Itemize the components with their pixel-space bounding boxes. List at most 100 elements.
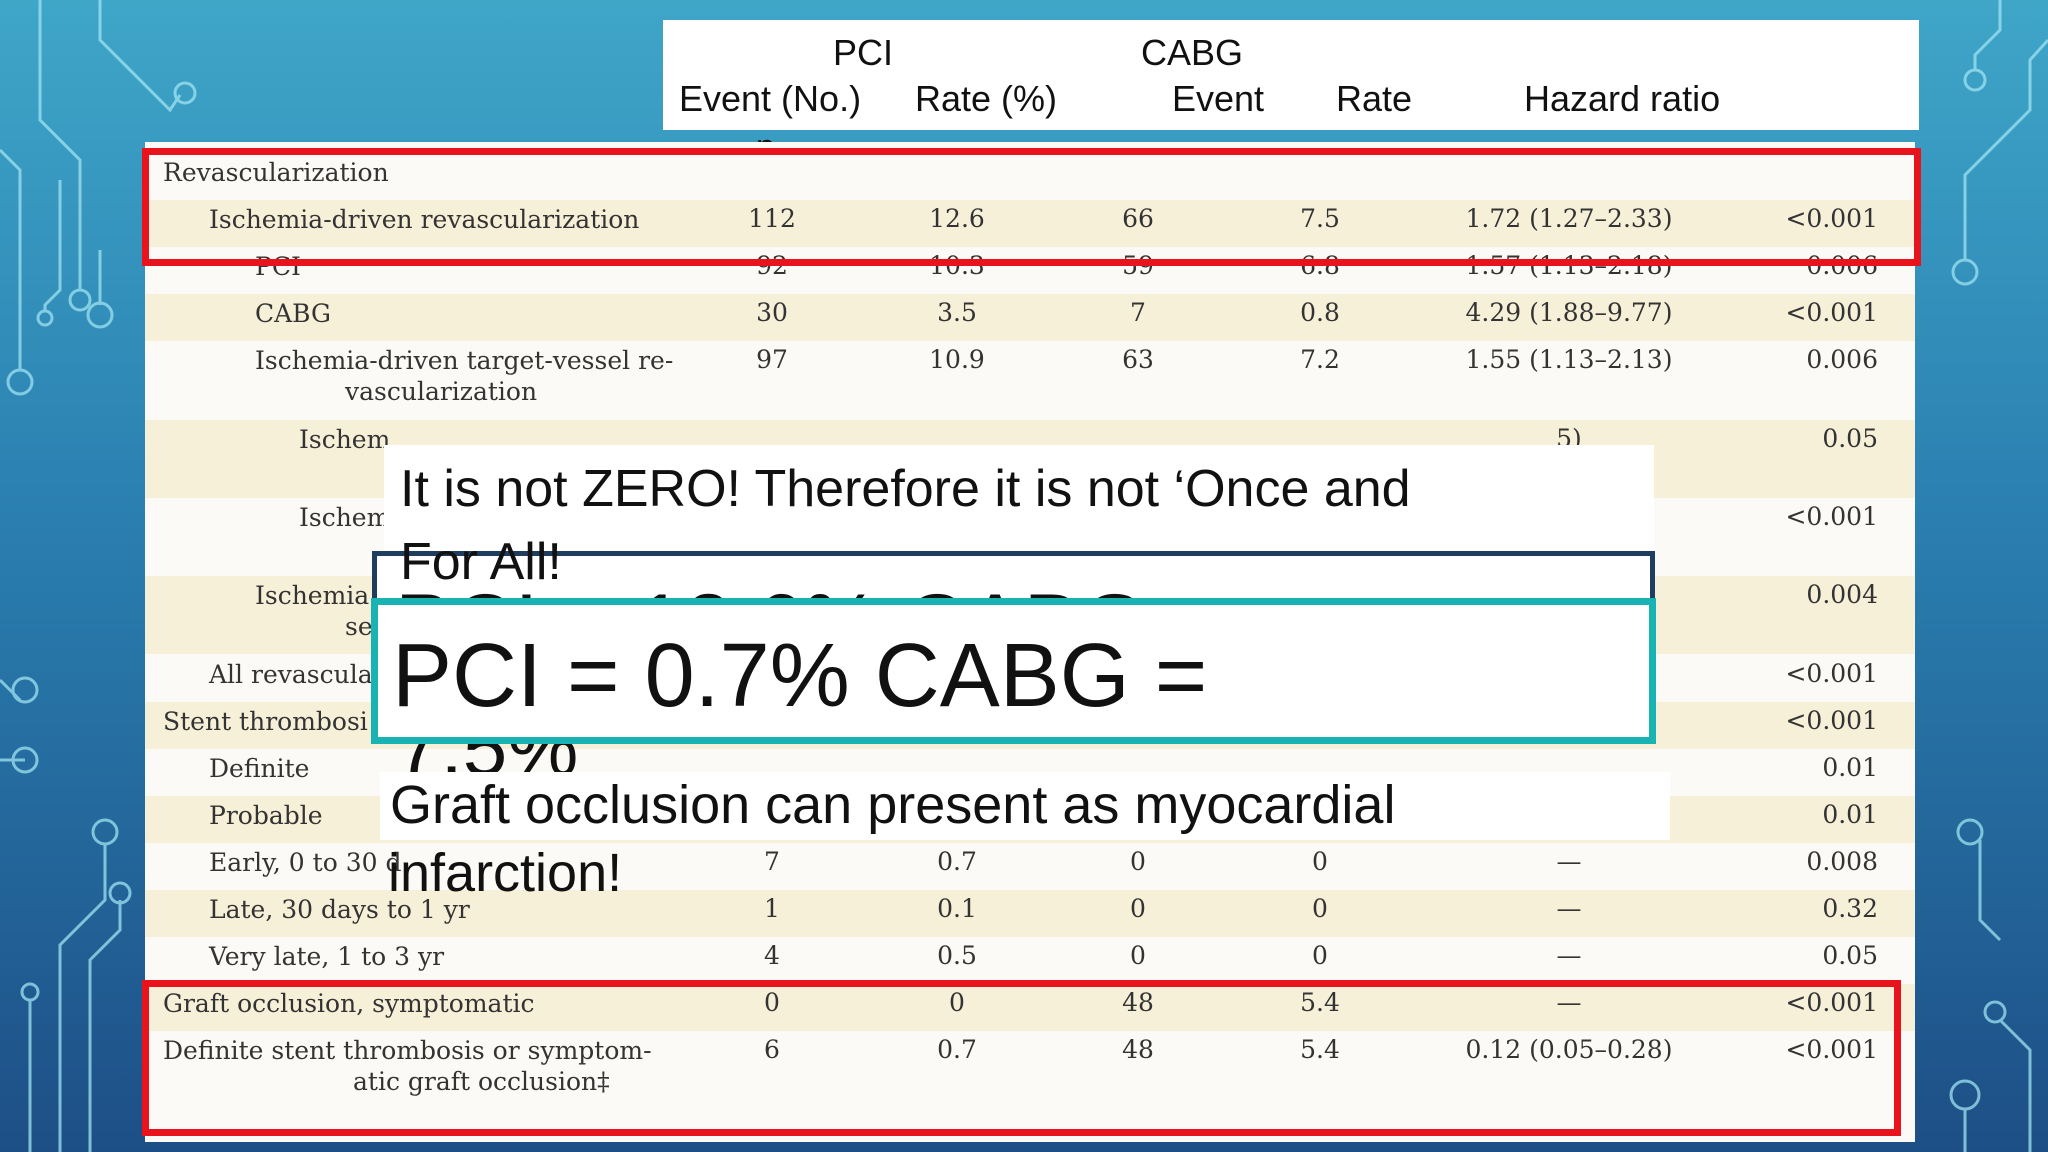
row-label: CABG [255,299,331,328]
cell-p: 0.32 [1822,894,1878,923]
row-shading [145,890,1915,937]
cell-cabg-rate: 5.4 [1300,1035,1340,1064]
header-rate: Rate [1336,78,1413,119]
cell-pci-rate: 12.6 [929,204,985,233]
cell-cabg-event: 66 [1122,204,1154,233]
cell-hr: — [1556,941,1582,970]
cell-p: 0.05 [1822,424,1878,453]
cell-p: <0.001 [1785,706,1878,735]
row-shading [145,294,1915,341]
cell-cabg-event: 48 [1122,988,1154,1017]
cell-hr: 0.12 (0.05–0.28) [1465,1035,1673,1064]
row-label-continued: vascularization [345,377,538,406]
cell-pci-event: 112 [748,204,796,233]
cell-hr: — [1556,894,1582,923]
cell-pci-event: 97 [756,345,788,374]
hidden-statement-clip: 7.5% [384,742,654,772]
cell-pci-event: 6 [764,1035,780,1064]
cell-pci-event: 0 [764,988,780,1017]
cell-cabg-event: 0 [1130,894,1146,923]
header-rate-pct: Rate (%) [915,78,1058,119]
cell-hr: 1.72 (1.27–2.33) [1465,204,1673,233]
cell-p: <0.001 [1785,204,1878,233]
cell-hr: — [1556,847,1582,876]
cell-p: 0.05 [1822,941,1878,970]
cell-cabg-rate: 0 [1312,894,1328,923]
row-label: Early, 0 to 30 d [209,848,402,877]
cell-cabg-event: 48 [1122,1035,1154,1064]
pci-cabg-rate-text: PCI = 0.7% CABG = [392,626,1208,726]
row-shading [145,200,1915,247]
note-graft-occlusion: Graft occlusion can present as myocardia… [380,772,1670,840]
cell-cabg-rate: 7.2 [1300,345,1340,374]
cell-pci-rate: 0.1 [937,894,977,923]
cell-hr: 1.55 (1.13–2.13) [1465,345,1673,374]
row-label: Ischemia [255,581,370,610]
cell-hr: — [1556,988,1582,1017]
row-label: Late, 30 days to 1 yr [209,895,470,924]
highlight-box-revascularization [142,148,1921,266]
header-pci: PCI [833,32,894,73]
cell-p: 0.006 [1806,345,1878,374]
cell-pci-event: 30 [756,298,788,327]
cell-p: 0.01 [1822,753,1878,782]
cell-pci-rate: 0.5 [937,941,977,970]
note-graft-occlusion-line1: Graft occlusion can present as myocardia… [390,775,1396,835]
row-label: Definite [209,754,310,783]
pci-cabg-rate-box: PCI = 0.7% CABG = [371,598,1656,744]
cell-pci-rate: 10.9 [929,345,985,374]
cell-pci-rate: 0.7 [937,1035,977,1064]
cell-p: <0.001 [1785,502,1878,531]
cell-cabg-event: 7 [1130,298,1146,327]
cell-p: 0.01 [1822,800,1878,829]
row-label: Ischem [299,503,391,532]
header-event-no: Event (No.) [679,78,862,119]
cell-cabg-rate: 7.5 [1300,204,1340,233]
cell-pci-event: 7 [764,847,780,876]
row-label: Probable [209,801,323,830]
note-not-zero-line2: For All! [400,533,562,591]
cell-p: <0.001 [1785,298,1878,327]
row-label-continued: se [345,612,373,641]
header-hazard-ratio: Hazard ratio [1524,78,1721,119]
note-graft-occlusion-line2: infarction! [388,843,623,903]
cell-cabg-event: 63 [1122,345,1154,374]
column-header: PCI CABG Event (No.) Rate (%) Event Rate… [663,20,1919,130]
cell-cabg-rate: 5.4 [1300,988,1340,1017]
cell-p: 0.004 [1806,580,1878,609]
row-label: Ischemia-driven revascularization [209,205,640,234]
hidden-statement-line2: 7.5% [396,742,578,772]
row-label: Revascularization [163,158,389,187]
note-not-zero: It is not ZERO! Therefore it is not ‘Onc… [384,445,1654,555]
row-label: Stent thrombosi [163,707,368,736]
cell-pci-event: 4 [764,941,780,970]
row-label: Definite stent thrombosis or symptom- [163,1036,652,1065]
row-label: PCI [255,252,301,281]
row-label: Very late, 1 to 3 yr [209,942,445,971]
cell-p: <0.001 [1785,659,1878,688]
cell-cabg-event: 0 [1130,847,1146,876]
row-label: All revascular [209,660,385,689]
cell-cabg-rate: 0 [1312,941,1328,970]
header-cabg: CABG [1141,32,1244,73]
row-label: Ischem [299,425,391,454]
cell-pci-rate: 0 [949,988,965,1017]
row-label: Graft occlusion, symptomatic [163,989,535,1018]
cell-cabg-rate: 0.8 [1300,298,1340,327]
note-not-zero-line1: It is not ZERO! Therefore it is not ‘Onc… [400,460,1411,518]
cell-hr: 4.29 (1.88–9.77) [1465,298,1673,327]
cell-pci-rate: 3.5 [937,298,977,327]
highlight-box-graft-occlusion [142,980,1901,1136]
cell-cabg-event: 0 [1130,941,1146,970]
header-event: Event [1172,78,1265,119]
cell-pci-event: 1 [764,894,780,923]
cell-p: <0.001 [1785,1035,1878,1064]
row-label-continued: atic graft occlusion‡ [353,1067,610,1096]
cell-p: <0.001 [1785,988,1878,1017]
row-shading [145,984,1915,1031]
cell-cabg-rate: 0 [1312,847,1328,876]
cell-pci-rate: 0.7 [937,847,977,876]
cell-p: 0.008 [1806,847,1878,876]
row-label: Ischemia-driven target-vessel re- [255,346,674,375]
